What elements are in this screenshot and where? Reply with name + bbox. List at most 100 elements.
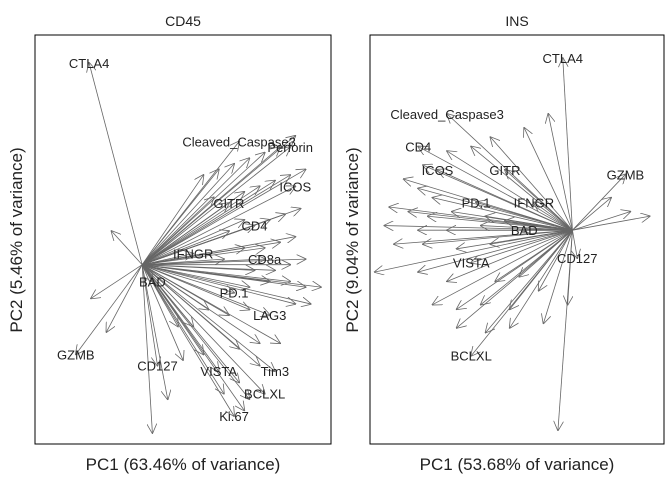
loading-arrow: [384, 226, 573, 231]
loading-label: BAD: [511, 223, 538, 238]
loading-label: CD127: [557, 251, 597, 266]
loading-arrow: [505, 221, 573, 231]
loading-arrow-pd-1: [142, 264, 234, 293]
loading-arrow: [548, 114, 573, 231]
loading-label: GITR: [213, 196, 244, 211]
loading-label: VISTA: [200, 364, 237, 379]
loading-arrow: [141, 164, 234, 265]
y-axis-label: PC2 (9.04% of variance): [343, 147, 362, 332]
loading-label: Cleaved_Caspase3: [390, 107, 503, 122]
loading-arrow-ctla4: [89, 63, 143, 265]
loading-label: Tim3: [261, 364, 289, 379]
loading-arrow-ctla4: [563, 58, 573, 231]
loading-arrows: [76, 63, 321, 433]
loading-arrow-gzmb: [76, 264, 143, 355]
loading-label: ICOS: [279, 179, 311, 194]
loading-label: VISTA: [453, 256, 490, 271]
loading-label: CD127: [137, 359, 177, 374]
loading-arrow-bclxl: [471, 229, 573, 355]
loading-label: CD8a: [248, 252, 282, 267]
loading-arrow: [490, 137, 573, 231]
loading-arrow-ifngr: [534, 202, 573, 231]
loading-arrow: [91, 264, 143, 299]
loading-arrow-bclxl: [141, 264, 264, 394]
loading-arrow-cleaved-caspase3: [141, 141, 239, 265]
loading-label: Cleaved_Caspase3: [182, 134, 295, 149]
loading-arrow: [141, 158, 249, 265]
plot-frame: [34, 34, 332, 445]
loading-arrow: [141, 197, 213, 266]
loading-arrow: [142, 264, 254, 271]
loading-label: BAD: [139, 275, 166, 290]
loading-arrow: [428, 216, 573, 231]
loading-arrow: [375, 229, 573, 272]
loading-arrow-icos: [437, 170, 573, 231]
loading-arrow-ifngr: [142, 254, 193, 266]
loading-arrow-pd-1: [476, 202, 573, 231]
loading-arrow: [141, 264, 280, 343]
loading-arrow: [142, 237, 295, 266]
panel-title: INS: [505, 13, 528, 29]
loading-arrow: [433, 229, 573, 304]
y-axis-label: PC2 (5.46% of variance): [7, 147, 26, 332]
loading-arrow: [447, 229, 573, 281]
loading-arrow-gzmb: [572, 174, 625, 231]
loading-arrow: [539, 230, 573, 290]
loading-label: GITR: [489, 163, 520, 178]
loading-arrow: [524, 128, 573, 231]
loading-arrow-cd8a: [142, 259, 264, 266]
loading-arrow: [141, 175, 290, 266]
loading-arrow: [142, 231, 229, 266]
loading-arrow-tim3: [141, 264, 275, 371]
loading-arrow: [572, 216, 649, 231]
loading-label: IFNGR: [514, 195, 554, 210]
loading-label: CTLA4: [543, 51, 583, 66]
loading-arrow-perforin: [141, 147, 290, 266]
loading-label: BCLXL: [244, 387, 285, 402]
loading-arrow: [106, 264, 143, 332]
loading-arrow-gitr: [141, 203, 229, 266]
loading-arrow: [490, 229, 573, 244]
loading-arrow: [142, 264, 249, 287]
loading-arrow: [544, 230, 573, 323]
loading-arrow-gitr: [505, 170, 573, 231]
loading-arrow: [457, 229, 573, 309]
loading-arrow: [510, 229, 573, 328]
loading-label: ICOS: [422, 163, 454, 178]
loading-label: IFNGR: [173, 247, 213, 262]
loading-arrow: [141, 264, 168, 399]
loading-arrow-lag3: [142, 264, 270, 315]
loading-arrow: [572, 198, 611, 231]
loading-arrow-icos: [141, 186, 295, 266]
loading-label: PD.1: [220, 286, 249, 301]
loading-arrow: [141, 264, 259, 366]
loading-label: BCLXL: [451, 349, 492, 364]
loading-label: Perforin: [267, 140, 313, 155]
loading-arrow: [112, 231, 143, 265]
loading-arrow: [142, 264, 310, 304]
loading-label: GZMB: [607, 167, 645, 182]
loading-arrow: [471, 147, 573, 231]
loading-arrow: [447, 151, 573, 231]
panel-ins: INS CTLA4 Cleaved_Caspase3 CD4 ICOS GITR GZMB…: [343, 13, 665, 474]
loading-arrow-vista: [141, 264, 219, 371]
loading-arrow-cd127: [141, 264, 157, 366]
loading-arrow: [418, 188, 573, 231]
loading-arrow-cd4: [142, 225, 254, 266]
loading-arrow: [572, 212, 630, 231]
panel-title: CD45: [165, 13, 201, 29]
loading-arrow-cd127: [572, 230, 577, 258]
loading-arrow-cd4: [418, 147, 573, 231]
loading-label: GZMB: [57, 347, 95, 362]
loading-arrow: [141, 264, 239, 383]
loading-label: PD.1: [462, 195, 491, 210]
x-axis-label: PC1 (63.46% of variance): [86, 455, 281, 474]
loading-arrow-ki-67: [141, 264, 234, 416]
loading-arrow: [568, 230, 573, 304]
loading-labels: CTLA4 Cleaved_Caspase3 CD4 ICOS GITR GZMB PD.1…: [390, 51, 644, 363]
loading-arrow: [141, 264, 259, 343]
loading-arrow-vista: [471, 229, 573, 263]
loading-arrow: [433, 198, 573, 231]
loading-arrow: [418, 229, 573, 272]
